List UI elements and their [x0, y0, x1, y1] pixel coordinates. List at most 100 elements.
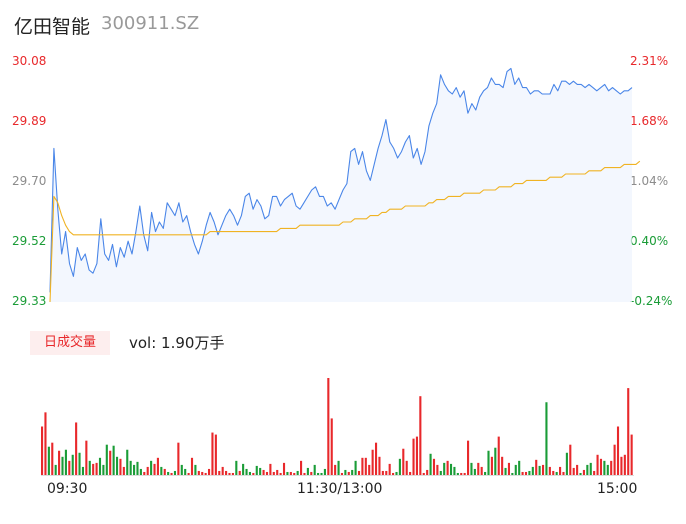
volume-bar [81, 466, 85, 475]
volume-bar [494, 447, 497, 475]
volume-bar [487, 450, 490, 475]
volume-bar [282, 462, 286, 476]
volume-bar [552, 470, 555, 475]
volume-bar [456, 472, 459, 475]
volume-bar [501, 456, 504, 475]
volume-bar [374, 442, 378, 475]
volume-bar [531, 466, 534, 475]
volume-bar [467, 440, 470, 475]
volume-bar [61, 456, 64, 475]
volume-bar [392, 472, 395, 475]
volume-bar [603, 460, 606, 475]
y-tick-right-3: 0.40% [630, 234, 669, 248]
y-tick-left-2: 29.70 [12, 174, 47, 188]
volume-bar [436, 464, 439, 475]
volume-bar [139, 468, 142, 475]
volume-bar [279, 472, 282, 475]
volume-bar [507, 462, 511, 476]
volume-bar [439, 470, 442, 475]
volume-bar [357, 470, 361, 475]
volume-bar [255, 465, 258, 475]
price-line [49, 67, 633, 293]
stock-name: 亿田智能 [14, 16, 91, 38]
volume-bar [323, 468, 326, 475]
volume-bar [426, 469, 429, 475]
volume-bar [184, 468, 187, 475]
volume-bar [150, 460, 153, 475]
volume-bar [429, 453, 432, 475]
volume-bar [412, 438, 415, 476]
volume-bar [75, 422, 78, 475]
y-tick-left-4: 29.33 [12, 294, 47, 308]
volume-bar [163, 468, 166, 475]
volume-bar [524, 471, 528, 475]
volume-bar [627, 388, 630, 475]
volume-bar [541, 464, 545, 475]
volume-bar [115, 456, 119, 475]
volume-bar [276, 469, 279, 475]
volume-bar [269, 463, 272, 475]
volume-bar [64, 449, 67, 475]
volume-bar [259, 467, 262, 475]
volume-bar [596, 454, 599, 475]
volume-label-tag: 日成交量 [30, 331, 110, 355]
volume-bar [272, 471, 275, 475]
volume-bar [620, 456, 623, 475]
y-tick-right-4: -0.24% [630, 294, 673, 308]
volume-bar [143, 471, 146, 475]
volume-bar [201, 471, 204, 475]
volume-bar [559, 466, 562, 475]
volume-bar [88, 460, 91, 475]
x-tick-midday: 11:30/13:00 [297, 481, 383, 497]
volume-bar [368, 464, 371, 475]
y-tick-left-0: 30.08 [12, 54, 47, 68]
volume-bar [310, 471, 313, 475]
volume-bar [405, 460, 408, 475]
volume-bar [85, 440, 88, 475]
volume-bar [286, 471, 289, 475]
volume-bar [126, 449, 129, 475]
volume-bar [173, 470, 177, 475]
volume-bar [569, 444, 572, 475]
y-tick-left-3: 29.52 [12, 234, 47, 248]
volume-bar [480, 466, 483, 475]
volume-bar [129, 460, 132, 475]
volume-bar [497, 436, 500, 475]
volume-bar [443, 462, 446, 476]
volume-bar [265, 471, 269, 475]
volume-bar [44, 412, 47, 475]
volume-bar [133, 464, 136, 475]
price-area-fill [50, 68, 632, 303]
volume-bar [535, 459, 538, 475]
volume-bar [248, 471, 251, 475]
volume-bar [449, 463, 453, 475]
volume-bar [146, 466, 149, 475]
volume-bar [545, 402, 548, 475]
volume-bar [177, 442, 180, 475]
volume-bar [599, 458, 603, 475]
volume-bar [586, 464, 589, 475]
volume-bar [504, 467, 507, 475]
volume-bar [378, 456, 381, 475]
volume-bar [102, 464, 105, 475]
volume-bar [514, 464, 517, 475]
volume-bar [364, 457, 367, 475]
volume-bar [68, 460, 71, 475]
volume-bar [320, 472, 323, 475]
volume-bar [593, 470, 596, 475]
y-tick-left-1: 29.89 [12, 114, 47, 128]
volume-bar [351, 469, 354, 475]
volume-bar [105, 444, 108, 475]
volume-bar [330, 418, 333, 475]
volume-bar [616, 426, 620, 475]
volume-bar [565, 452, 568, 475]
volume-bar [385, 470, 388, 475]
volume-bar [156, 457, 159, 475]
volume-bar [327, 378, 330, 475]
volume-bar [460, 472, 463, 475]
volume-bar [538, 465, 541, 475]
volume-bar [170, 472, 173, 475]
volume-bar [245, 468, 248, 475]
volume-bar [473, 468, 476, 475]
volume-bar [214, 434, 217, 475]
